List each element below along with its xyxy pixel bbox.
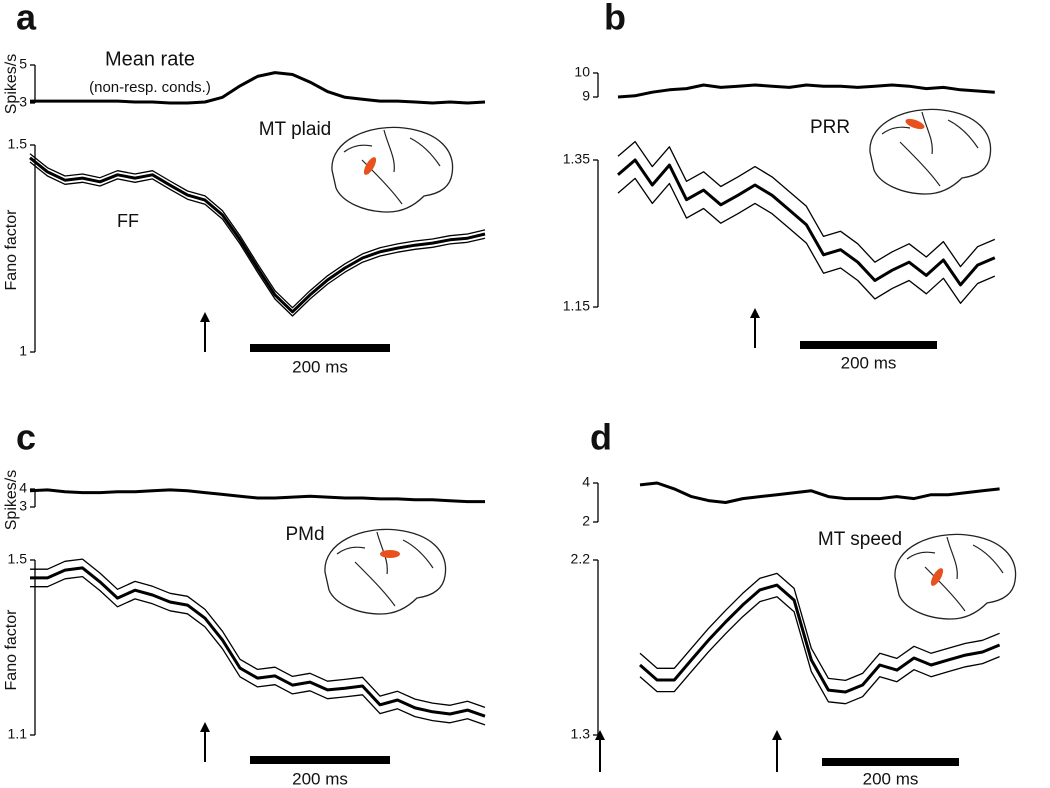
y-tick-label: 4 bbox=[582, 474, 590, 490]
brain-outline bbox=[894, 533, 1017, 620]
brain-sulcus bbox=[383, 129, 395, 173]
y-tick-label: 1 bbox=[19, 343, 27, 359]
y-tick-label: 3 bbox=[19, 94, 27, 110]
ff-error-line bbox=[29, 161, 486, 317]
ff-error-line bbox=[617, 140, 996, 268]
y-tick-label: 1.35 bbox=[563, 151, 590, 167]
scale-bar-label: 200 ms bbox=[841, 353, 897, 372]
brain-icon bbox=[869, 108, 992, 195]
area-title: PMd bbox=[285, 524, 324, 545]
brain-sulcus bbox=[921, 111, 933, 155]
y-tick-label: 1.3 bbox=[571, 726, 591, 742]
brain-sulcus bbox=[946, 536, 958, 580]
panel-label: c bbox=[16, 417, 36, 458]
y-tick-label: 1.1 bbox=[8, 726, 28, 742]
brain-area bbox=[905, 118, 925, 130]
annotation: Mean rate bbox=[105, 48, 195, 70]
ff-error-line bbox=[639, 596, 1000, 705]
brain-sulcus bbox=[336, 546, 366, 555]
area-title: MT plaid bbox=[259, 119, 332, 140]
onset-arrow-head bbox=[595, 730, 605, 740]
brain-sulcus bbox=[906, 551, 936, 560]
brain-sulcus bbox=[354, 561, 396, 607]
onset-arrow-head bbox=[200, 312, 210, 322]
y-tick-label: 10 bbox=[574, 64, 590, 80]
rate-line bbox=[639, 481, 1000, 504]
brain-area bbox=[930, 568, 944, 586]
y-tick-label: 1.15 bbox=[563, 298, 590, 314]
onset-arrow-head bbox=[750, 308, 760, 318]
brain-outline bbox=[331, 126, 454, 213]
ff-error-line bbox=[639, 572, 1000, 682]
brain-sulcus bbox=[881, 126, 911, 135]
panel-label: b bbox=[604, 0, 626, 38]
y-tick-label: 4 bbox=[19, 480, 27, 496]
ff-line bbox=[639, 583, 1001, 694]
scale-bar bbox=[800, 341, 937, 349]
onset-arrow-head bbox=[200, 722, 210, 732]
brain-area bbox=[380, 550, 400, 558]
panel-label: d bbox=[590, 417, 612, 458]
ff-error-line bbox=[29, 153, 486, 309]
area-title: PRR bbox=[810, 117, 850, 138]
brain-sulcus bbox=[972, 544, 1004, 574]
scale-bar bbox=[822, 758, 959, 766]
ff-error-line bbox=[30, 575, 486, 726]
brain-area bbox=[363, 157, 377, 175]
y-axis-label: Spikes/s bbox=[3, 54, 20, 114]
brain-sulcus bbox=[947, 119, 979, 149]
brain-icon bbox=[324, 528, 447, 615]
scale-bar bbox=[250, 344, 390, 352]
ff-error-line bbox=[617, 177, 996, 304]
rate-line bbox=[30, 71, 486, 105]
rate-line bbox=[29, 488, 485, 504]
brain-sulcus bbox=[361, 159, 403, 205]
brain-icon bbox=[894, 533, 1017, 620]
scale-bar-label: 200 ms bbox=[292, 769, 348, 788]
y-tick-label: 9 bbox=[582, 88, 590, 104]
scale-bar bbox=[250, 756, 390, 764]
brain-outline bbox=[869, 108, 992, 195]
onset-arrow-head bbox=[772, 730, 782, 740]
scale-bar-label: 200 ms bbox=[292, 357, 348, 376]
area-title: MT speed bbox=[818, 529, 902, 550]
ff-error-line bbox=[30, 558, 486, 709]
y-axis-label: Fano factor bbox=[3, 609, 20, 691]
annotation: (non-resp. conds.) bbox=[89, 79, 211, 96]
y-tick-label: 2.2 bbox=[571, 551, 591, 567]
y-tick-label: 1.5 bbox=[8, 136, 28, 152]
y-axis-label: Spikes/s bbox=[3, 470, 20, 530]
ff-line bbox=[617, 158, 996, 287]
ff-line bbox=[30, 566, 486, 718]
ff-line bbox=[29, 156, 486, 314]
brain-sulcus bbox=[402, 539, 434, 569]
brain-icon bbox=[331, 126, 454, 213]
rate-line bbox=[617, 83, 995, 99]
y-axis-label: Fano factor bbox=[3, 209, 20, 291]
panel-label: a bbox=[16, 0, 37, 38]
scale-bar-label: 200 ms bbox=[863, 769, 919, 788]
y-tick-label: 2 bbox=[582, 513, 590, 529]
brain-sulcus bbox=[899, 141, 941, 187]
brain-sulcus bbox=[924, 566, 966, 612]
brain-sulcus bbox=[343, 144, 373, 153]
y-tick-label: 1.5 bbox=[8, 551, 28, 567]
brain-sulcus bbox=[409, 137, 441, 167]
brain-outline bbox=[324, 528, 447, 615]
y-tick-label: 3 bbox=[19, 498, 27, 514]
y-tick-label: 5 bbox=[19, 56, 27, 72]
annotation: FF bbox=[117, 211, 139, 231]
